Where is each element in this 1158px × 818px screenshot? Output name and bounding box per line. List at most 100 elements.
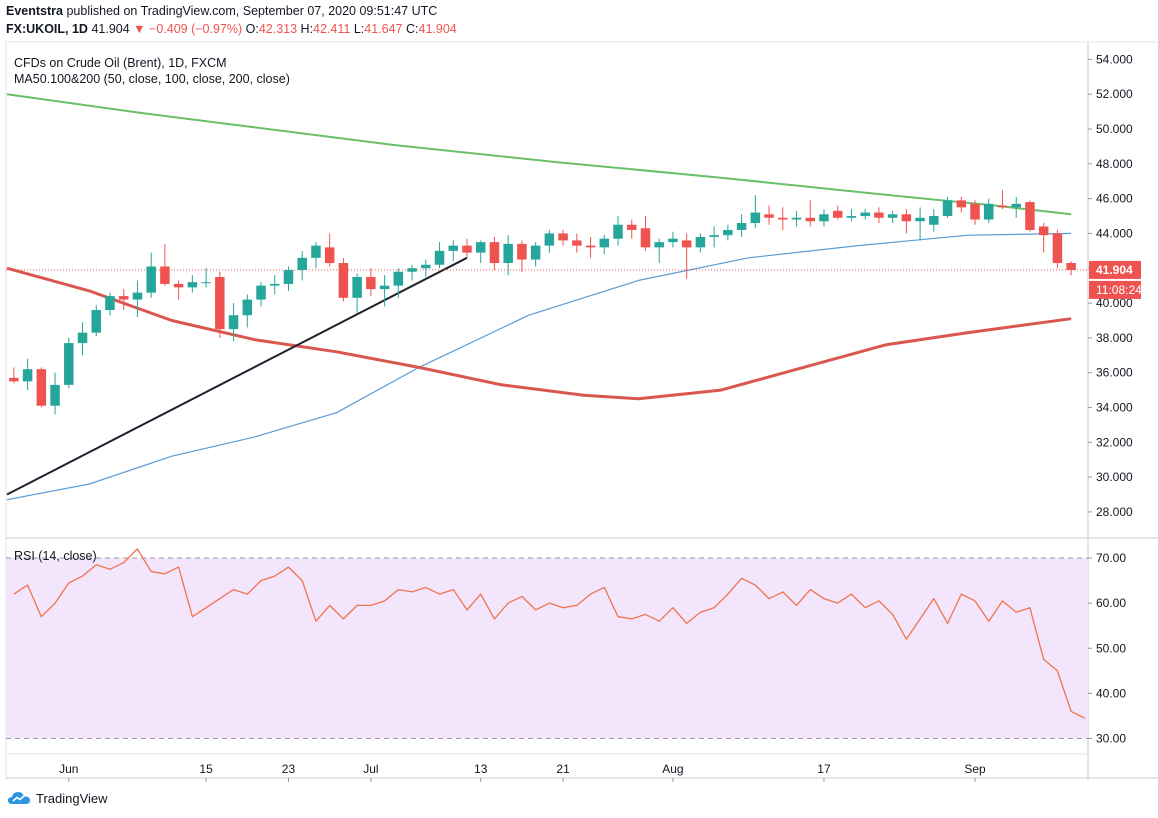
candle-body xyxy=(270,283,280,286)
candle-body xyxy=(1038,226,1049,236)
candle-body xyxy=(1011,203,1021,208)
rsi-axis-tick: 30.00 xyxy=(1096,731,1126,745)
candle xyxy=(1052,229,1063,269)
candle xyxy=(228,303,239,342)
candle-body xyxy=(421,264,431,269)
candle-body xyxy=(434,250,445,265)
open-label: O: xyxy=(245,22,259,36)
price-axis-tick: 32.000 xyxy=(1096,435,1133,449)
candle-body xyxy=(366,276,376,290)
countdown-tag xyxy=(1089,280,1141,299)
candle xyxy=(448,240,458,262)
candle-body xyxy=(558,233,568,241)
candle xyxy=(1025,200,1035,232)
down-arrow-icon: ▼ xyxy=(133,22,146,36)
candle xyxy=(970,200,980,225)
candle xyxy=(215,271,225,338)
candle-body xyxy=(517,243,527,260)
candle-body xyxy=(324,247,335,264)
candle-body xyxy=(750,212,761,223)
candle xyxy=(956,196,967,213)
low-label: L: xyxy=(353,22,365,36)
rsi-legend: RSI (14, close) xyxy=(14,549,97,563)
rsi-axis-tick: 50.00 xyxy=(1096,641,1126,655)
candle xyxy=(201,268,211,288)
candle xyxy=(613,216,623,246)
close-label: C: xyxy=(406,22,419,36)
candle-body xyxy=(462,245,472,253)
candle xyxy=(530,242,541,267)
candle-body xyxy=(929,216,939,225)
ma-legend: MA50.100&200 (50, close, 100, close, 200… xyxy=(14,72,290,86)
candle xyxy=(627,219,637,239)
candle xyxy=(736,214,747,237)
candle-body xyxy=(118,296,129,300)
line-ma200 xyxy=(6,93,1072,216)
candle-body xyxy=(654,242,664,248)
candle xyxy=(489,236,500,270)
close-value: 41.904 xyxy=(418,22,457,36)
candle-body xyxy=(201,282,211,284)
tradingview-logo[interactable]: TradingView xyxy=(8,790,108,806)
candle xyxy=(187,275,198,293)
candle-body xyxy=(832,210,843,218)
candle-body xyxy=(475,242,486,253)
candle xyxy=(77,322,88,356)
candle xyxy=(572,233,582,253)
candle xyxy=(723,224,733,241)
candle-body xyxy=(297,257,307,270)
candle-body xyxy=(393,271,404,286)
candle xyxy=(270,275,280,295)
candle xyxy=(311,242,321,269)
candle-body xyxy=(613,224,623,239)
candle-body xyxy=(627,224,637,230)
footer-brand: TradingView xyxy=(36,790,108,806)
candle-body xyxy=(379,285,390,290)
candle xyxy=(118,289,129,311)
candle-body xyxy=(160,266,170,284)
candle-body xyxy=(709,235,719,237)
candle xyxy=(929,209,939,232)
candle xyxy=(297,250,307,281)
candle xyxy=(805,200,815,227)
trendline xyxy=(6,256,468,496)
candle xyxy=(379,275,390,307)
candle-body xyxy=(352,276,362,298)
tradingview-cloud-icon xyxy=(8,792,30,804)
candle xyxy=(1011,196,1021,218)
candle xyxy=(283,266,294,291)
candle-body xyxy=(338,263,349,298)
candle-body xyxy=(407,268,417,272)
candle-body xyxy=(311,245,321,258)
candle-body xyxy=(695,236,706,248)
open-value: 42.313 xyxy=(258,22,298,36)
candle-body xyxy=(915,217,925,222)
high-value: 42.411 xyxy=(313,22,351,36)
candle xyxy=(874,207,884,223)
candle xyxy=(942,196,953,218)
candle-body xyxy=(215,276,225,330)
candle-body xyxy=(173,283,184,288)
publish-text: published on TradingView.com, September … xyxy=(62,4,438,18)
candle-body xyxy=(805,217,815,222)
candle-body xyxy=(489,242,500,264)
candle xyxy=(352,273,362,314)
candle xyxy=(654,238,664,264)
candle-body xyxy=(585,245,596,248)
countdown-tag-text: 11:08:24 xyxy=(1096,283,1142,297)
publisher-name[interactable]: Eventstra xyxy=(6,4,63,18)
candle-body xyxy=(256,285,266,300)
candle-body xyxy=(242,299,253,316)
time-axis-tick: Jun xyxy=(59,762,78,776)
time-axis-tick: 23 xyxy=(282,762,296,776)
candle xyxy=(9,367,19,384)
candle xyxy=(778,207,788,230)
time-axis-tick: 21 xyxy=(556,762,570,776)
candle xyxy=(544,229,555,253)
candle xyxy=(132,280,143,317)
candle xyxy=(599,235,610,255)
candle-body xyxy=(956,200,967,208)
candle-body xyxy=(764,214,774,218)
price-axis-tick: 52.000 xyxy=(1096,87,1133,101)
